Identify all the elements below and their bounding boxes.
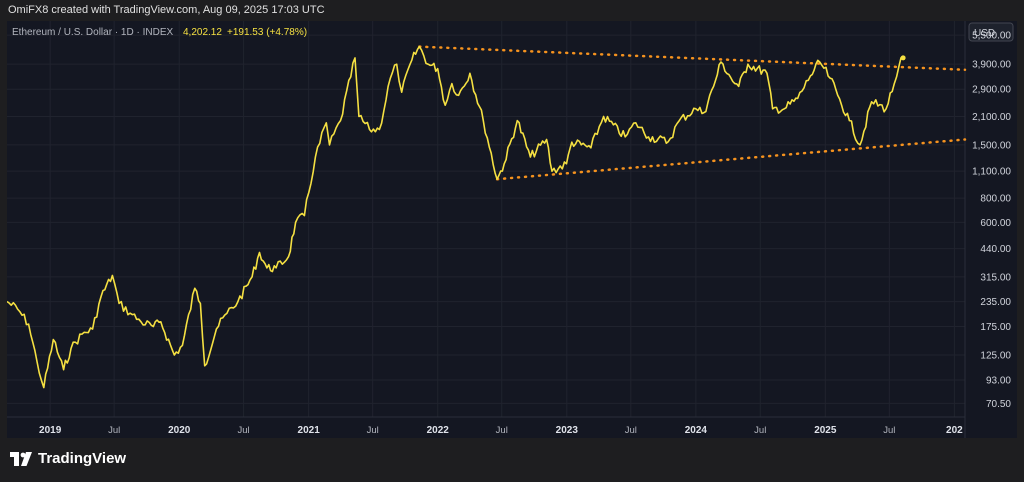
x-tick-label: Jul	[883, 425, 895, 436]
x-tick-label: 2022	[427, 425, 450, 436]
price-line	[6, 45, 904, 389]
tradingview-logo[interactable]: TradingView	[10, 450, 126, 467]
x-tick-label: 2025	[814, 425, 837, 436]
symbol-change: +191.53 (+4.78%)	[227, 27, 307, 38]
last-price-dot	[900, 55, 906, 61]
y-tick-label: 440.00	[980, 244, 1011, 255]
x-tick-label: 2021	[298, 425, 321, 436]
trendlines	[418, 45, 967, 181]
header-bar: OmiFX8 created with TradingView.com, Aug…	[0, 0, 1024, 21]
price-chart[interactable]: Ethereum / U.S. Dollar · 1D · INDEX 4,20…	[6, 21, 1017, 438]
y-tick-label: 1,500.00	[972, 140, 1011, 151]
y-tick-label: 600.00	[980, 218, 1011, 229]
x-tick-label: 2023	[556, 425, 579, 436]
y-tick-label: 800.00	[980, 194, 1011, 205]
brand-name: TradingView	[38, 450, 127, 467]
upper-trendline[interactable]	[418, 45, 967, 72]
y-tick-label: 3,900.00	[972, 60, 1011, 71]
currency-label: USD	[974, 28, 995, 39]
price-axis[interactable]: 5,500.00 3,900.00 2,900.00 2,100.00 1,500.00…	[972, 31, 1011, 410]
x-tick-label: Jul	[238, 425, 250, 436]
header-caption: OmiFX8 created with TradingView.com, Aug…	[8, 4, 325, 16]
series-layer	[6, 45, 906, 389]
y-tick-label: 175.00	[980, 322, 1011, 333]
tradingview-icon	[10, 451, 32, 466]
symbol-price: 4,202.12	[183, 27, 222, 38]
y-tick-label: 5,500.00	[972, 31, 1011, 42]
x-tick-label: 202	[946, 425, 963, 436]
grid	[7, 21, 966, 438]
y-tick-label: 93.00	[986, 375, 1011, 386]
x-tick-label: 2019	[39, 425, 62, 436]
currency-button[interactable]: USD	[968, 22, 1014, 42]
y-tick-label: 235.00	[980, 297, 1011, 308]
x-tick-label: Jul	[108, 425, 120, 436]
x-tick-label: Jul	[367, 425, 379, 436]
x-tick-label: Jul	[625, 425, 637, 436]
symbol-name: Ethereum / U.S. Dollar · 1D · INDEX	[12, 27, 173, 38]
y-tick-label: 315.00	[980, 272, 1011, 283]
y-tick-label: 2,900.00	[972, 85, 1011, 96]
footer: TradingView	[0, 440, 1024, 482]
symbol-legend: Ethereum / U.S. Dollar · 1D · INDEX 4,20…	[12, 27, 307, 38]
x-tick-label: 2024	[685, 425, 708, 436]
y-tick-label: 125.00	[980, 350, 1011, 361]
x-tick-label: Jul	[754, 425, 766, 436]
y-tick-label: 2,100.00	[972, 112, 1011, 123]
chart-pane[interactable]: Ethereum / U.S. Dollar · 1D · INDEX 4,20…	[6, 21, 1017, 438]
x-tick-label: 2020	[168, 425, 191, 436]
lower-trendline[interactable]	[495, 138, 967, 181]
x-tick-label: Jul	[496, 425, 508, 436]
time-axis[interactable]: 2019 Jul 2020 Jul 2021 Jul 2022 Jul 2023 Jul 2024 J…	[39, 425, 963, 436]
y-tick-label: 70.50	[986, 399, 1011, 410]
y-tick-label: 1,100.00	[972, 167, 1011, 178]
